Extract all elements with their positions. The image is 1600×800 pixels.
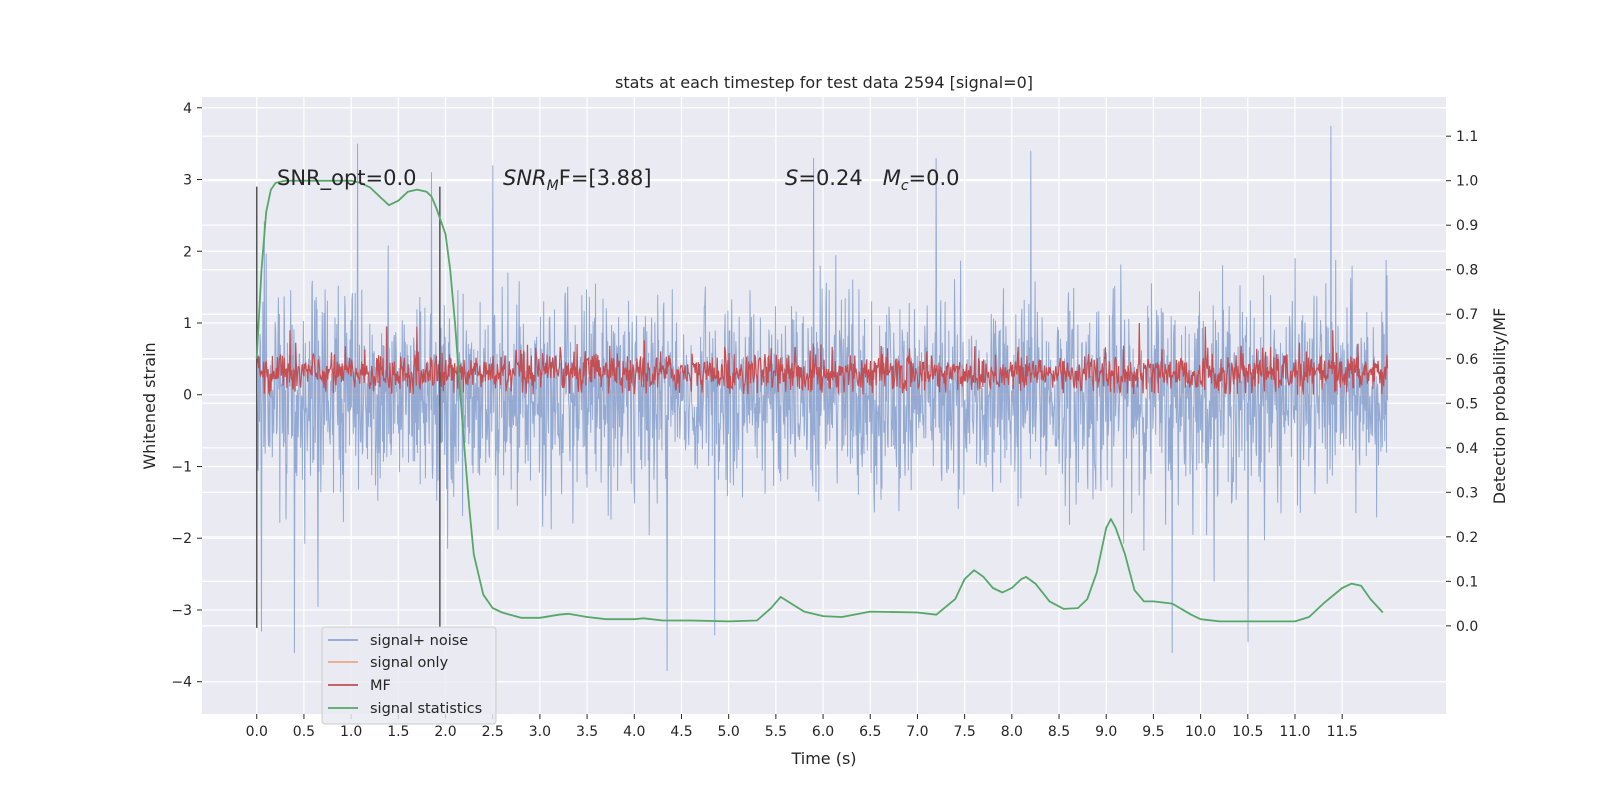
x-tick-label-8: 4.0 bbox=[623, 724, 645, 740]
y-tick-label-5: 1 bbox=[183, 316, 192, 332]
y-tick-label-1: −3 bbox=[171, 603, 192, 619]
y2-axis-label: Detection probability/MF bbox=[1490, 308, 1509, 505]
series-mf-line bbox=[256, 322, 1389, 397]
y-tick-label-3: −1 bbox=[171, 459, 192, 475]
chart-title: stats at each timestep for test data 259… bbox=[615, 73, 1033, 92]
x-axis-label: Time (s) bbox=[790, 749, 856, 768]
y-tick-label-7: 3 bbox=[183, 173, 192, 189]
annotation-snr-mf-sub: M bbox=[547, 178, 559, 194]
legend-box bbox=[321, 626, 497, 725]
series-signal-statistics bbox=[255, 179, 1384, 623]
y2-tick-label-3: 0.3 bbox=[1456, 485, 1478, 501]
annotation-m-value: =0.0 bbox=[909, 166, 960, 190]
y2-tick-label-11: 1.1 bbox=[1456, 129, 1478, 145]
annotation-snr-mf-main: SNR bbox=[503, 166, 547, 190]
x-tick-label-2: 1.0 bbox=[340, 724, 362, 740]
x-tick-label-12: 6.0 bbox=[812, 724, 834, 740]
y2-tick-label-5: 0.5 bbox=[1456, 396, 1478, 412]
x-tick-label-14: 7.0 bbox=[906, 724, 928, 740]
annotation-m-sub: c bbox=[901, 178, 909, 194]
series-signal-statistics-line bbox=[255, 179, 1384, 623]
y2-tick-label-2: 0.2 bbox=[1456, 530, 1478, 546]
x-tick-label-7: 3.5 bbox=[576, 724, 598, 740]
y-tick-label-2: −2 bbox=[171, 531, 192, 547]
y2-tick-label-9: 0.9 bbox=[1456, 218, 1478, 234]
x-tick-label-16: 8.0 bbox=[1001, 724, 1023, 740]
x-tick-label-15: 7.5 bbox=[954, 724, 976, 740]
legend-label-mf: MF bbox=[370, 678, 391, 694]
legend-label-signal-only: signal only bbox=[370, 655, 449, 671]
y2-tick-label-7: 0.7 bbox=[1456, 307, 1478, 323]
y-tick-label-6: 2 bbox=[183, 244, 192, 260]
x-tick-label-9: 4.5 bbox=[670, 724, 692, 740]
y-tick-label-4: 0 bbox=[183, 388, 192, 404]
x-tick-label-0: 0.0 bbox=[246, 724, 268, 740]
x-tick-label-19: 9.5 bbox=[1142, 724, 1164, 740]
y2-tick-label-10: 1.0 bbox=[1456, 174, 1478, 190]
annotation-s-value: =0.24 bbox=[798, 166, 862, 190]
x-tick-label-1: 0.5 bbox=[293, 724, 315, 740]
x-tick-label-13: 6.5 bbox=[859, 724, 881, 740]
legend-label-signal-statistics: signal statistics bbox=[370, 701, 482, 717]
series-mf bbox=[256, 322, 1389, 397]
annotation-snr-mf-rest: F=[3.88] bbox=[559, 166, 652, 190]
x-tick-label-4: 2.0 bbox=[434, 724, 456, 740]
annotation-snr-opt: SNR_opt=0.0 bbox=[277, 166, 417, 191]
series-signal-noise-line bbox=[256, 125, 1388, 672]
y-tick-label-8: 4 bbox=[183, 101, 192, 117]
x-tick-label-17: 8.5 bbox=[1048, 724, 1070, 740]
legend: signal+ noise signal only MF signal stat… bbox=[321, 626, 497, 725]
y2-tick-label-6: 0.6 bbox=[1456, 352, 1478, 368]
legend-label-signal-noise: signal+ noise bbox=[370, 633, 468, 649]
y2-tick-label-4: 0.4 bbox=[1456, 441, 1478, 457]
x-tick-label-10: 5.0 bbox=[718, 724, 740, 740]
x-tick-label-23: 11.5 bbox=[1327, 724, 1358, 740]
x-tick-label-3: 1.5 bbox=[387, 724, 409, 740]
y2-tick-label-1: 0.1 bbox=[1456, 574, 1478, 590]
annotation-m-symbol: M bbox=[883, 166, 901, 190]
x-tick-label-21: 10.5 bbox=[1232, 724, 1263, 740]
x-tick-label-5: 2.5 bbox=[482, 724, 504, 740]
y2-axis-ticks: 0.0 0.1 0.2 0.3 0.4 0.5 0.6 0.7 0.8 0.9 1.0 1.1 bbox=[1446, 129, 1478, 635]
plot-content bbox=[255, 125, 1389, 672]
y-axis-ticks: −4 −3 −2 −1 0 1 2 3 4 bbox=[171, 101, 202, 691]
annotation-s-symbol: S bbox=[785, 166, 798, 190]
x-tick-label-22: 11.0 bbox=[1279, 724, 1310, 740]
annotations: SNR_opt=0.0 SNRMF=[3.88] S=0.24 Mc=0.0 bbox=[277, 166, 960, 194]
y-axis-label: Whitened strain bbox=[140, 342, 159, 469]
x-axis-ticks: 0.0 0.5 1.0 1.5 2.0 2.5 3.0 3.5 4.0 4.5 5.0 5.5 6.0 6… bbox=[246, 714, 1358, 740]
y2-tick-label-8: 0.8 bbox=[1456, 263, 1478, 279]
x-tick-label-6: 3.0 bbox=[529, 724, 551, 740]
x-tick-label-20: 10.0 bbox=[1185, 724, 1216, 740]
annotation-stats: S=0.24 Mc=0.0 bbox=[785, 166, 960, 194]
y2-tick-label-0: 0.0 bbox=[1456, 619, 1478, 635]
series-signal-noise bbox=[256, 125, 1388, 672]
x-tick-label-18: 9.0 bbox=[1095, 724, 1117, 740]
x-tick-label-11: 5.5 bbox=[765, 724, 787, 740]
vertical-markers bbox=[255, 186, 441, 628]
y-tick-label-0: −4 bbox=[171, 675, 192, 691]
annotation-snr-mf: SNRMF=[3.88] bbox=[503, 166, 652, 194]
